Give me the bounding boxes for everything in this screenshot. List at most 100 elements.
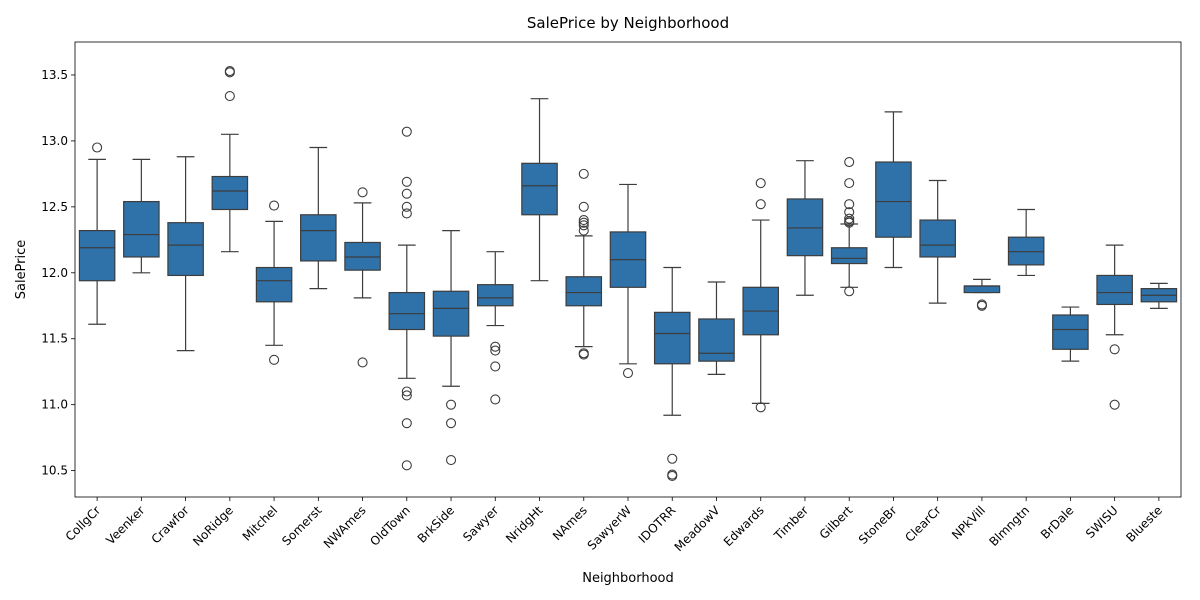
outlier-point	[401, 188, 412, 199]
x-tick-label: MeadowV	[672, 503, 724, 555]
iqr-box	[476, 284, 514, 307]
box-StoneBr	[875, 111, 912, 269]
iqr-box	[830, 247, 868, 265]
iqr-box	[300, 214, 337, 262]
iqr-box	[123, 200, 160, 258]
y-axis: 10.5 11.0 11.5 12.0 12.5 13.0 13.5	[41, 68, 75, 478]
outlier-point	[667, 469, 678, 480]
x-tick-label: NridgHt	[503, 503, 546, 546]
x-tick-label: Mitchel	[240, 503, 281, 544]
box-MeadowV	[698, 281, 735, 375]
box-NoRidge	[211, 65, 249, 253]
chart-title: SalePrice by Neighborhood	[527, 14, 729, 32]
box-CollgCr	[78, 142, 116, 325]
box-Edwards	[742, 178, 780, 413]
outlier-point	[269, 354, 280, 365]
x-tick-label: StoneBr	[856, 503, 900, 547]
outlier-point	[844, 178, 855, 189]
box-BrDale	[1052, 306, 1089, 362]
y-tick-label: 10.5	[41, 464, 68, 478]
box-SawyerW	[609, 183, 647, 379]
box-NWAmes	[344, 187, 381, 368]
outlier-point	[224, 91, 235, 102]
y-tick-label: 11.5	[41, 332, 68, 346]
iqr-box	[919, 219, 956, 258]
iqr-box	[963, 285, 1001, 294]
x-tick-label: NoRidge	[190, 503, 236, 549]
outlier-point	[755, 199, 766, 210]
outlier-point	[755, 178, 766, 189]
x-tick-label: BrkSide	[415, 503, 457, 545]
outlier-point	[578, 201, 589, 212]
y-tick-label: 12.0	[41, 266, 68, 280]
iqr-box	[1096, 274, 1133, 306]
outlier-point	[401, 208, 412, 219]
box-Mitchel	[255, 200, 293, 365]
outlier-point	[224, 65, 235, 77]
box-ClearCr	[919, 179, 956, 304]
x-tick-label: CollgCr	[63, 503, 104, 544]
x-tick-label: ClearCr	[902, 503, 944, 545]
outlier-point	[445, 455, 457, 466]
outlier-point	[755, 402, 766, 413]
box-SWISU	[1096, 244, 1133, 410]
box-Gilbert	[830, 156, 868, 297]
outlier-point	[401, 390, 412, 401]
outlier-point	[578, 220, 589, 231]
x-axis-label: Neighborhood	[582, 571, 674, 586]
box-NridgHt	[521, 98, 558, 282]
x-tick-label: BrDale	[1038, 503, 1077, 542]
outlier-point	[622, 367, 634, 379]
outlier-point	[578, 217, 589, 228]
y-tick-label: 12.5	[41, 200, 68, 214]
outlier-point	[490, 361, 501, 372]
x-tick-label: Sawyer	[460, 503, 501, 544]
outlier-point	[578, 168, 589, 179]
iqr-box	[698, 318, 735, 362]
plot-area	[78, 65, 1178, 481]
y-tick-label: 11.0	[41, 398, 68, 412]
x-tick-label: Gilbert	[817, 503, 856, 542]
iqr-box	[78, 229, 116, 282]
iqr-box	[344, 241, 381, 271]
outlier-point	[578, 225, 589, 236]
outlier-point	[269, 200, 280, 211]
outlier-point	[490, 341, 501, 352]
outlier-point	[578, 348, 589, 359]
x-tick-label: Blmngtn	[986, 503, 1032, 549]
x-tick-label: Edwards	[721, 503, 767, 549]
box-NPkVill	[963, 278, 1001, 311]
iqr-box	[875, 161, 912, 238]
outlier-point	[401, 418, 412, 429]
x-tick-label: NPkVill	[949, 503, 988, 542]
x-tick-label: Veenker	[103, 503, 147, 547]
iqr-box	[1007, 236, 1045, 266]
outlier-point	[844, 286, 855, 297]
x-tick-label: Timber	[771, 503, 811, 543]
iqr-box	[653, 311, 691, 365]
box-BrkSide	[432, 229, 470, 466]
outlier-point	[401, 126, 412, 137]
iqr-box	[388, 291, 426, 331]
iqr-box	[255, 266, 293, 303]
iqr-box	[1052, 314, 1089, 350]
x-tick-label: OldTown	[367, 503, 413, 549]
iqr-box	[786, 198, 824, 257]
outlier-point	[401, 176, 412, 187]
outlier-point	[976, 299, 987, 310]
iqr-box	[211, 175, 249, 211]
outlier-point	[401, 460, 412, 471]
x-tick-label: SawyerW	[585, 503, 635, 553]
x-tick-label: SWISU	[1083, 503, 1121, 541]
x-tick-label: Crawfor	[149, 503, 192, 546]
box-Blmngtn	[1007, 208, 1045, 277]
outlier-point	[667, 453, 678, 464]
box-Veenker	[123, 158, 160, 274]
box-Somerst	[300, 146, 337, 290]
outlier-point	[401, 201, 412, 212]
box-Timber	[786, 160, 824, 296]
iqr-box	[432, 290, 470, 337]
box-Sawyer	[476, 251, 514, 405]
